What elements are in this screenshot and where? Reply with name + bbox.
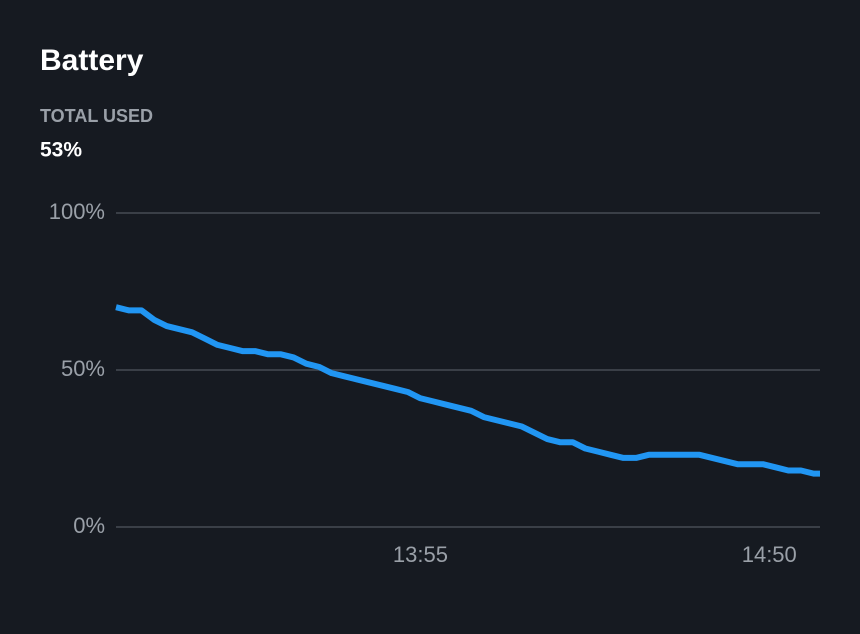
summary-value: 53%	[40, 139, 82, 162]
chart-title: Battery	[40, 44, 144, 77]
y-tick-label: 50%	[61, 356, 105, 381]
y-tick-label: 0%	[73, 513, 105, 538]
summary-label: TOTAL USED	[40, 106, 153, 126]
x-tick-label: 14:50	[742, 542, 797, 567]
battery-line	[115, 304, 820, 477]
x-tick-label: 13:55	[393, 542, 448, 567]
y-tick-label: 100%	[49, 199, 105, 224]
